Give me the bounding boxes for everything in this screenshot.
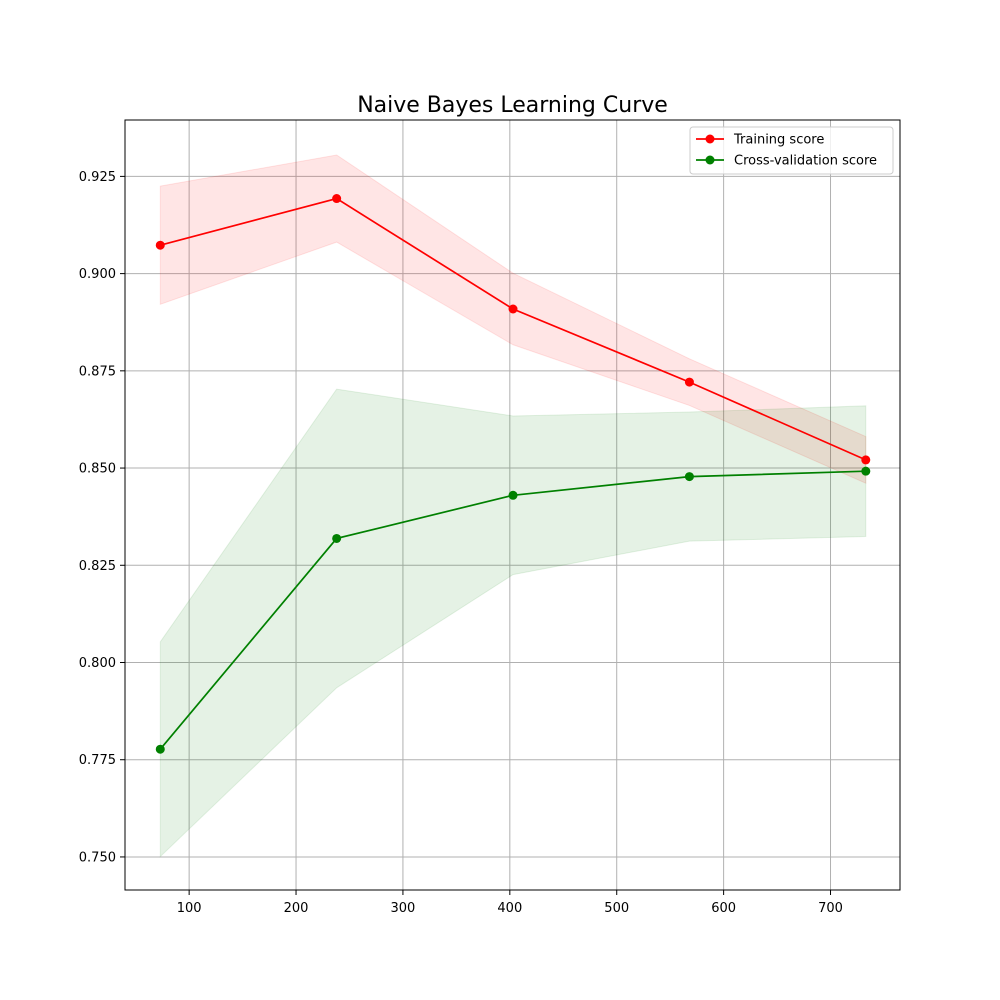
y-tick-label: 0.925	[79, 170, 116, 185]
training-score-point	[684, 377, 694, 387]
plot-area-frame	[124, 119, 901, 891]
x-axis-ticks: 100 200 300 400 500 600 700	[177, 890, 843, 916]
cross-validation-score-point	[508, 490, 518, 500]
confidence-bands	[159, 154, 867, 858]
y-tick-label: 0.750	[79, 850, 116, 865]
x-tick-label: 600	[711, 901, 736, 916]
x-tick-label: 400	[497, 901, 522, 916]
x-tick-label: 700	[818, 901, 843, 916]
chart-title: Naive Bayes Learning Curve	[357, 93, 668, 118]
training-score-point	[332, 194, 342, 204]
training-score-band	[159, 154, 867, 484]
legend-training-marker	[705, 134, 715, 144]
y-axis-ticks: 0.750 0.775 0.800 0.825 0.850 0.875 0.900 0.925	[79, 170, 125, 865]
training-score-point	[861, 455, 871, 465]
legend-box	[689, 126, 894, 175]
training-score-point	[155, 240, 165, 250]
cross-validation-score-point	[684, 472, 694, 482]
x-tick-label: 200	[284, 901, 309, 916]
cross-validation-score-point	[332, 533, 342, 543]
grid-lines	[125, 120, 900, 890]
x-tick-label: 500	[604, 901, 629, 916]
legend-training-label: Training score	[733, 133, 824, 148]
cross-validation-score-band	[159, 388, 867, 858]
training-score-point	[508, 304, 518, 314]
cross-validation-score-point	[861, 466, 871, 476]
legend: Training score Cross-validation score	[689, 126, 894, 175]
y-tick-label: 0.900	[79, 267, 116, 282]
x-tick-label: 100	[177, 901, 202, 916]
y-tick-label: 0.825	[79, 559, 116, 574]
series-points	[155, 194, 871, 754]
legend-cross-validation-label: Cross-validation score	[734, 154, 877, 169]
y-tick-label: 0.875	[79, 364, 116, 379]
y-tick-label: 0.800	[79, 656, 116, 671]
y-tick-label: 0.775	[79, 753, 116, 768]
x-tick-label: 300	[391, 901, 416, 916]
cross-validation-score-point	[155, 744, 165, 754]
legend-cross-validation-marker	[705, 155, 715, 165]
y-tick-label: 0.850	[79, 462, 116, 477]
